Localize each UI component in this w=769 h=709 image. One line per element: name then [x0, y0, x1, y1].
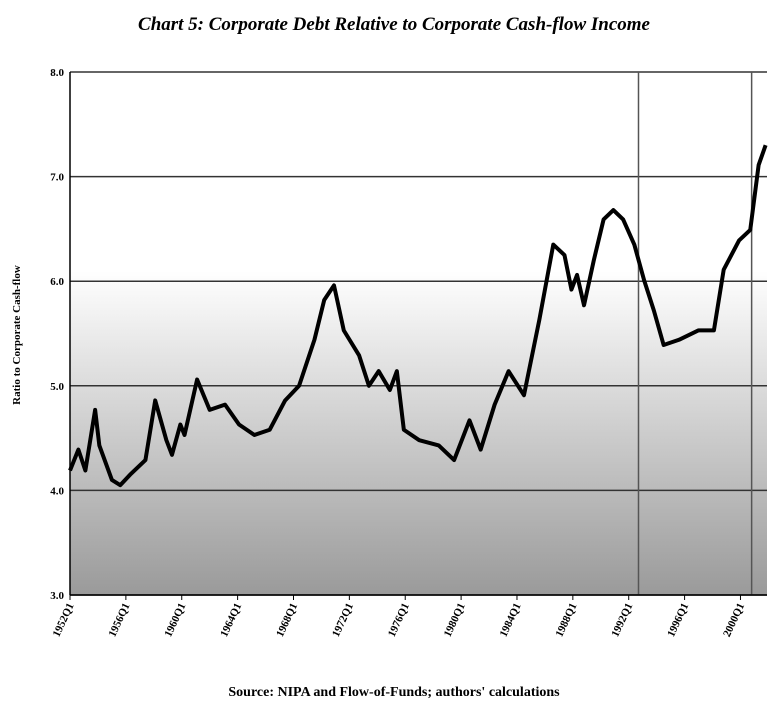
x-tick-label: 1996Q1: [665, 601, 691, 639]
x-tick-label: 1976Q1: [386, 601, 412, 639]
x-tick-label: 1984Q1: [498, 601, 524, 639]
data-line: [68, 144, 768, 488]
chart-title: Chart 5: Corporate Debt Relative to Corp…: [138, 14, 651, 35]
y-tick-label: 6.0: [50, 276, 64, 288]
y-tick-label: 7.0: [50, 172, 64, 184]
plot-area: [70, 72, 767, 595]
y-tick-label: 4.0: [50, 485, 64, 497]
x-tick-label: 1980Q1: [442, 601, 468, 639]
x-tick-label: 1964Q1: [218, 601, 244, 639]
x-tick-label: 1972Q1: [330, 601, 356, 639]
x-tick-label: 1960Q1: [162, 601, 188, 639]
y-tick-label: 3.0: [50, 590, 64, 602]
x-tick-label: 1988Q1: [553, 601, 579, 639]
x-tick-label: 1968Q1: [274, 601, 300, 639]
y-axis-label: Ratio to Corporate Cash-flow: [11, 265, 23, 405]
x-tick-label: 2000Q1: [721, 601, 747, 639]
x-tick-label: 1956Q1: [106, 601, 132, 639]
y-tick-label: 8.0: [50, 67, 64, 79]
y-tick-label: 5.0: [50, 381, 64, 393]
x-tick-label: 1992Q1: [609, 601, 635, 639]
source-note: Source: NIPA and Flow-of-Funds; authors'…: [228, 685, 560, 700]
x-tick-label: 1952Q1: [51, 601, 77, 639]
